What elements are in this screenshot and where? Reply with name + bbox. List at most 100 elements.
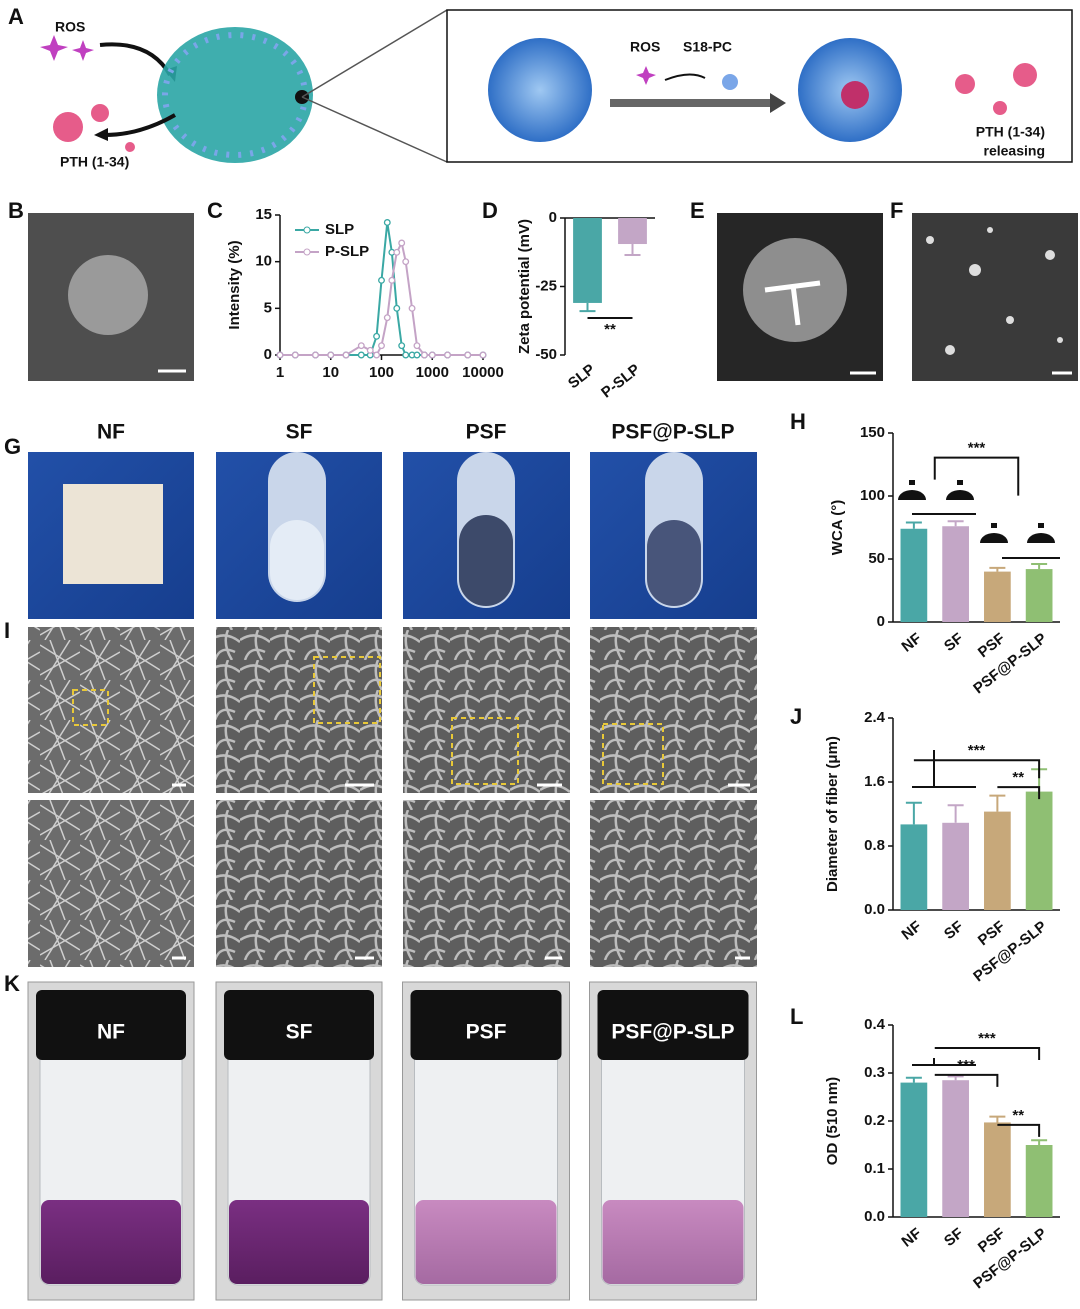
bar bbox=[1025, 791, 1053, 910]
bar bbox=[942, 1080, 969, 1217]
y-tick-label: 0.0 bbox=[864, 1208, 885, 1225]
bar bbox=[942, 822, 969, 910]
x-tick-label: 10000 bbox=[462, 364, 504, 381]
significance-bracket bbox=[912, 456, 1060, 559]
y-tick-label: 2.4 bbox=[864, 709, 886, 726]
vial-label: NF bbox=[97, 1021, 125, 1044]
error-bar bbox=[579, 302, 596, 313]
y-tick-label: 0.8 bbox=[864, 837, 885, 854]
panel-letter: B bbox=[8, 198, 24, 223]
data-point bbox=[464, 351, 472, 359]
schematic-label: ROS bbox=[55, 19, 85, 35]
error-bar bbox=[905, 521, 922, 529]
vial-photos-k: NF SF PSF PSF@P-SLP bbox=[27, 981, 757, 1301]
data-point bbox=[378, 276, 385, 284]
legend-label: P-SLP bbox=[325, 243, 369, 260]
schematic-label: PTH (1-34) bbox=[60, 154, 129, 170]
error-bar bbox=[947, 1075, 964, 1081]
error-bar bbox=[947, 804, 964, 823]
vial-label: PSF bbox=[466, 1021, 507, 1044]
data-point bbox=[357, 351, 365, 359]
data-point bbox=[428, 351, 436, 359]
data-point bbox=[479, 351, 487, 359]
panel-letter: H bbox=[790, 409, 806, 434]
droplet-dot bbox=[909, 480, 915, 485]
error-bar bbox=[1031, 1139, 1048, 1145]
error-bar bbox=[989, 794, 1006, 812]
sem-image-f-shape-shape bbox=[1006, 316, 1014, 324]
y-tick-label: 10 bbox=[255, 253, 272, 270]
data-point bbox=[393, 304, 401, 312]
panel-letter: K bbox=[4, 971, 20, 996]
data-point bbox=[408, 304, 416, 312]
photo-g-shape bbox=[270, 520, 324, 600]
bar bbox=[984, 1122, 1011, 1217]
photo-g bbox=[28, 452, 757, 619]
panel-letter: C bbox=[207, 198, 223, 223]
sem-image-f bbox=[912, 213, 1078, 381]
y-tick-label: 0.0 bbox=[864, 901, 885, 918]
x-tick-label: 10 bbox=[322, 364, 339, 381]
vial-cap bbox=[224, 990, 374, 1060]
data-point bbox=[402, 351, 410, 359]
significance-bracket bbox=[912, 1058, 999, 1087]
sample-title: NF bbox=[97, 421, 125, 444]
x-tick-label: PSF@P-SLP bbox=[970, 918, 1050, 986]
y-tick-label: 0 bbox=[264, 346, 272, 363]
y-tick-label: 0 bbox=[877, 613, 885, 630]
sem-image-f-shape bbox=[912, 213, 1078, 381]
schematic-right-shape bbox=[770, 93, 786, 113]
y-tick-label: 15 bbox=[255, 206, 272, 223]
data-point bbox=[388, 276, 396, 284]
y-axis-label: Diameter of fiber (μm) bbox=[824, 736, 841, 892]
y-tick-label: -50 bbox=[535, 346, 557, 363]
schematic-right-shape bbox=[955, 74, 975, 94]
sem-images-i-shape bbox=[216, 800, 382, 967]
data-point bbox=[398, 239, 406, 247]
x-tick-label: SF bbox=[941, 630, 967, 655]
y-tick-label: -25 bbox=[535, 277, 557, 294]
x-tick-label: SLP bbox=[565, 361, 598, 392]
sem-images-i-shape-shape bbox=[313, 656, 381, 724]
y-tick-label: 5 bbox=[264, 299, 272, 316]
legend-label: SLP bbox=[325, 221, 354, 238]
x-tick-label: P-SLP bbox=[598, 361, 643, 402]
y-tick-label: 50 bbox=[868, 550, 885, 567]
sem-images-i-shape bbox=[590, 800, 757, 967]
error-bar bbox=[989, 566, 1006, 572]
sem-image-f-shape-shape bbox=[1057, 337, 1063, 343]
schematic-left-shape bbox=[94, 128, 108, 141]
photo-g-shape bbox=[459, 515, 513, 606]
schematic-left-shape bbox=[40, 35, 94, 61]
schematic-left-shape bbox=[301, 96, 448, 163]
photo-g-shape bbox=[647, 520, 701, 606]
y-tick-label: 0.3 bbox=[864, 1064, 885, 1081]
data-point bbox=[327, 351, 335, 359]
schematic-left-shape bbox=[91, 104, 109, 122]
vial-label: PSF@P-SLP bbox=[611, 1021, 734, 1044]
y-axis-label: Intensity (%) bbox=[226, 240, 243, 329]
data-point bbox=[276, 351, 284, 359]
sample-title: PSF@P-SLP bbox=[611, 421, 734, 444]
x-tick-label: 100 bbox=[369, 364, 394, 381]
sem-images-i-shape bbox=[28, 627, 194, 793]
data-point bbox=[378, 342, 385, 350]
significance-bracket bbox=[997, 1123, 1041, 1137]
sem-images-i bbox=[28, 627, 757, 967]
data-point bbox=[420, 351, 428, 359]
droplet-icon bbox=[980, 533, 1008, 543]
vial-liquid bbox=[41, 1200, 181, 1284]
data-point bbox=[402, 258, 410, 266]
schematic-left-shape bbox=[125, 142, 135, 152]
data-point bbox=[398, 342, 406, 350]
sem-image-f-shape-shape bbox=[1045, 250, 1055, 260]
legend-marker bbox=[303, 226, 311, 234]
droplet-dot bbox=[957, 480, 963, 485]
y-tick-label: 1.6 bbox=[864, 773, 885, 790]
schematic-left-shape bbox=[301, 9, 448, 98]
x-tick-label: 1 bbox=[276, 364, 284, 381]
y-axis-label: OD (510 nm) bbox=[824, 1077, 841, 1165]
schematic-label: PTH (1-34) bbox=[976, 124, 1045, 140]
y-tick-label: 0 bbox=[549, 209, 557, 226]
bar bbox=[618, 218, 647, 245]
